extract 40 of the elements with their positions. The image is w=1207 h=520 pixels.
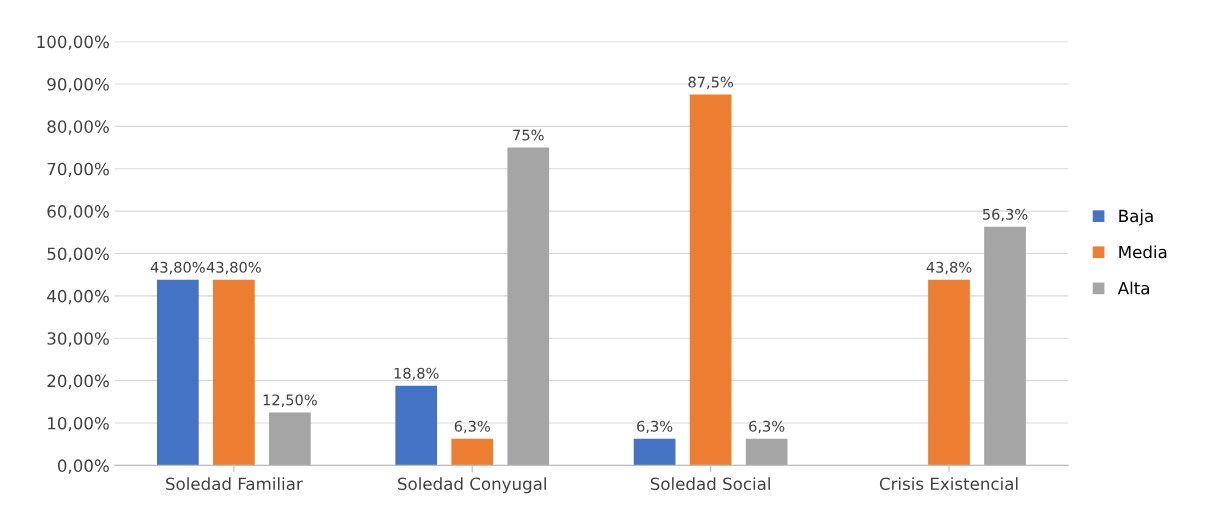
data-label: 43,80% (150, 261, 205, 275)
y-tick-label: 60,00% (47, 205, 109, 220)
data-label: 87,5% (688, 76, 733, 90)
y-tick-label: 10,00% (48, 416, 109, 432)
data-label: 18,8% (394, 367, 439, 381)
x-tick-label: Soledad Familiar (166, 477, 303, 491)
x-tick-label: Crisis Existencial (879, 477, 1018, 491)
data-label: 43,8% (926, 261, 972, 275)
y-tick-label: 70,00% (47, 162, 109, 178)
y-tick-label: 90,00% (47, 77, 109, 93)
y-tick-label: 100,00% (37, 35, 109, 50)
y-tick-label: 50,00% (47, 247, 109, 262)
data-label: 75% (513, 129, 544, 141)
data-label: 6,3% (637, 420, 673, 434)
y-tick-label: 20,00% (47, 374, 109, 389)
y-tick-label: 30,00% (47, 332, 109, 347)
legend-label: Baja (1119, 209, 1153, 226)
bar (213, 279, 255, 466)
bar (689, 94, 732, 466)
y-tick-label: 80,00% (47, 120, 109, 135)
bar (507, 147, 550, 466)
data-label: 6,3% (454, 420, 490, 434)
y-tick-label: 40,00% (47, 289, 109, 305)
bar (984, 226, 1026, 466)
bar (269, 412, 311, 466)
bar (451, 438, 494, 466)
legend-label: Media (1119, 245, 1167, 259)
data-label: 43,80% (206, 261, 261, 275)
y-tick-label: 0,00% (57, 459, 109, 474)
data-label: 6,3% (749, 420, 785, 434)
legend-label: Alta (1117, 281, 1149, 295)
bar (745, 438, 788, 466)
bar (156, 279, 199, 466)
bar (928, 279, 970, 466)
x-tick-label: Soledad Conyugal (398, 477, 546, 494)
data-label: 56,3% (982, 208, 1028, 222)
x-tick-label: Soledad Social (650, 477, 770, 491)
data-label: 12,50% (263, 394, 317, 407)
bar (395, 385, 438, 466)
bar (633, 438, 676, 466)
